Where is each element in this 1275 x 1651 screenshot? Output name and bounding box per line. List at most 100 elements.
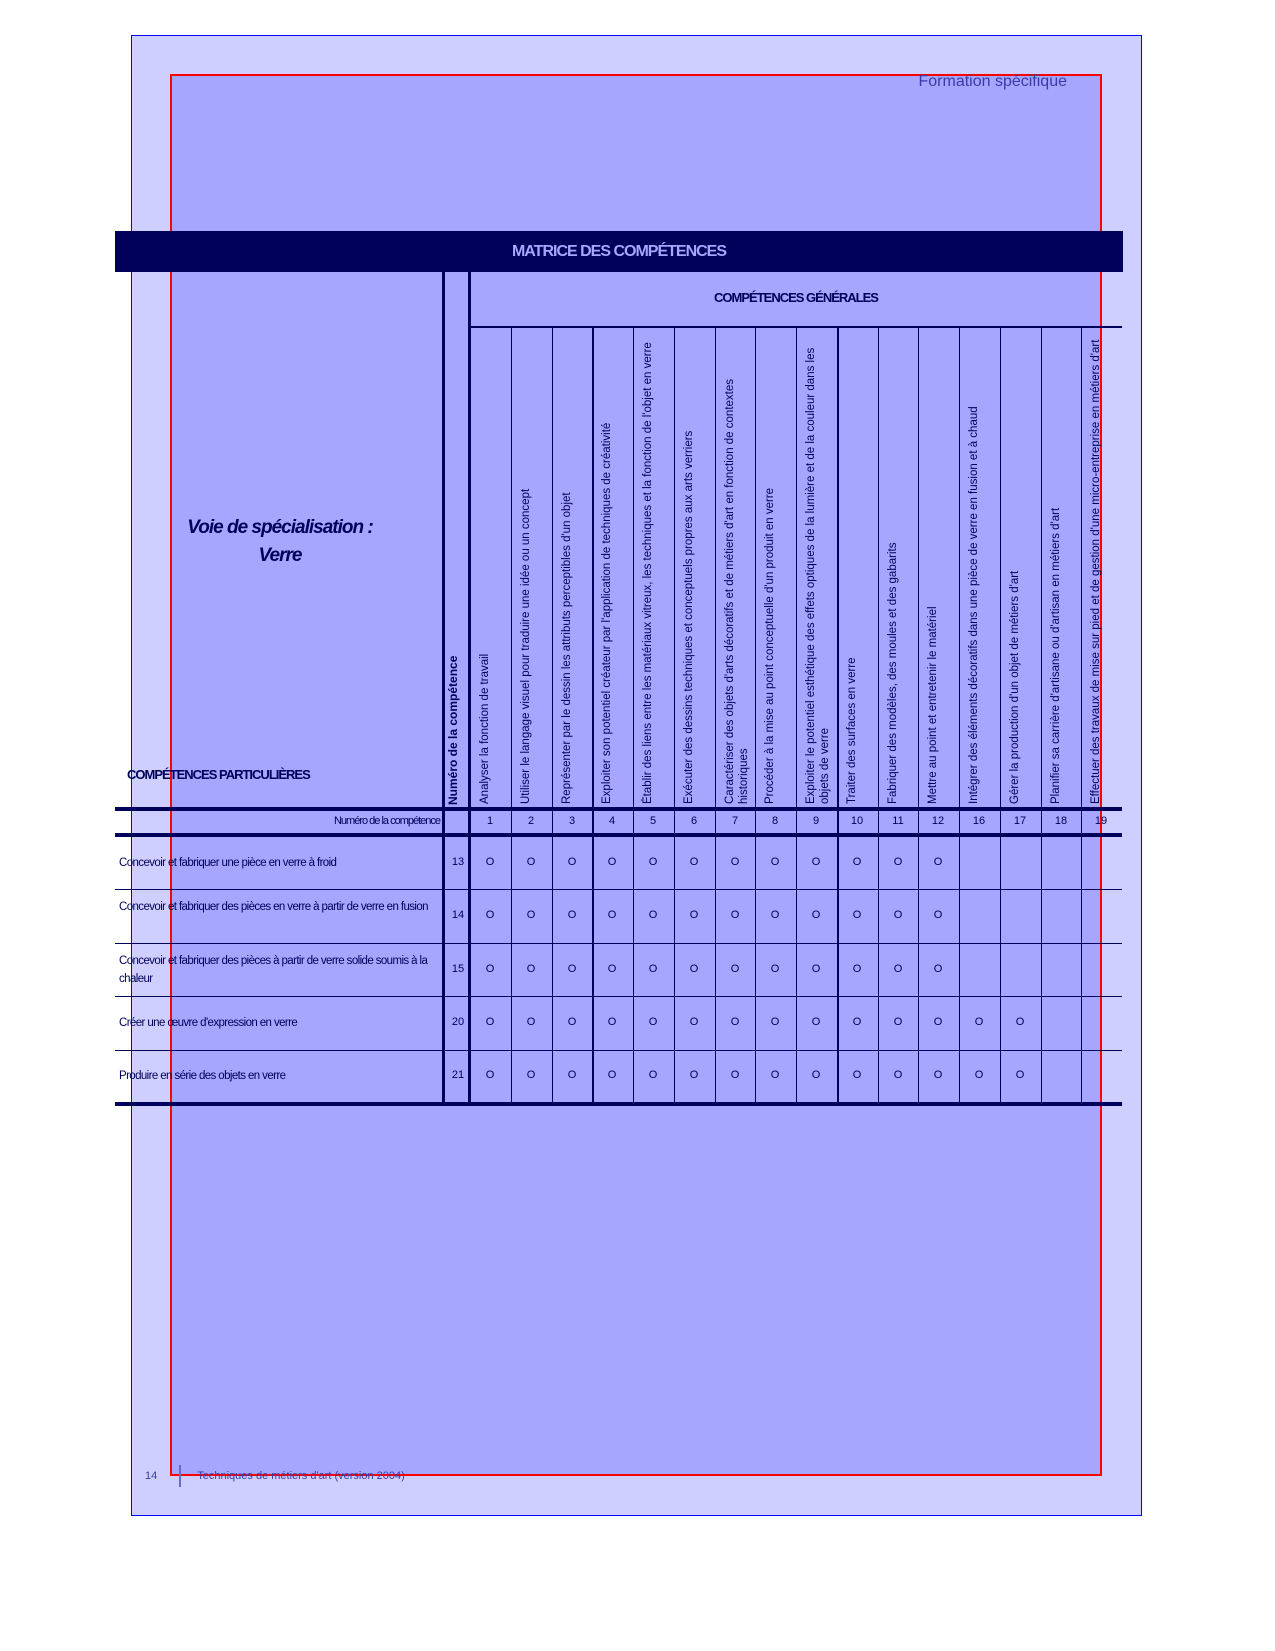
page-footer: 14 Techniques de métiers d'art (version 2… (145, 1465, 405, 1487)
competency-mark: O (730, 962, 740, 975)
column-header: Mettre au point et entretenir le matérie… (927, 606, 939, 804)
general-competencies-label: COMPÉTENCES GÉNÉRALES (714, 290, 879, 305)
column-number: 10 (850, 815, 864, 827)
competency-mark: O (689, 1069, 699, 1081)
column-header: Exploiter le potentiel esthétique des ef… (805, 347, 831, 804)
competency-mark: O (689, 962, 699, 975)
competency-mark: O (730, 856, 740, 868)
column-divider (715, 327, 716, 1105)
competency-mark: O (567, 962, 577, 975)
competency-mark: O (607, 1016, 617, 1028)
competency-mark: O (893, 962, 903, 975)
row-label: Concevoir et fabriquer des pièces à part… (119, 954, 428, 985)
row-divider (115, 943, 1122, 944)
column-divider (878, 327, 879, 1105)
column-number: 12 (931, 815, 945, 827)
row-number: 21 (451, 1069, 465, 1081)
footer-title: Techniques de métiers d'art (version 200… (197, 1469, 405, 1482)
voie-value: Verre (258, 545, 303, 566)
competency-mark: O (811, 962, 821, 975)
column-number: 16 (972, 815, 986, 827)
competency-mark: O (567, 856, 577, 868)
competency-mark: O (933, 909, 943, 921)
competency-mark: O (689, 1016, 699, 1028)
competency-mark: O (811, 1016, 821, 1028)
competency-mark: O (770, 1016, 780, 1028)
row-number: 15 (451, 962, 465, 975)
row-divider (115, 996, 1122, 997)
column-header: Exploiter son potentiel créateur par l'a… (601, 422, 613, 804)
competency-mark: O (933, 856, 943, 868)
row-label: Concevoir et fabriquer des pièces en ver… (119, 901, 429, 913)
divider (442, 272, 445, 1105)
column-header: Effectuer des travaux de mise sur pied e… (1090, 339, 1102, 804)
footer-divider (179, 1465, 182, 1487)
competency-mark: O (526, 856, 536, 868)
column-divider (1081, 327, 1082, 1105)
competency-mark: O (811, 909, 821, 921)
competency-mark: O (648, 856, 658, 868)
column-divider (1041, 327, 1042, 1105)
competency-mark: O (648, 909, 658, 921)
competency-mark: O (893, 909, 903, 921)
competency-mark: O (526, 1016, 536, 1028)
column-header: Représenter par le dessin les attributs … (561, 492, 573, 804)
column-divider (511, 327, 512, 1105)
column-number: 6 (690, 815, 698, 827)
column-number: 5 (649, 815, 657, 827)
column-divider (633, 327, 634, 1105)
competency-mark: O (648, 1016, 658, 1028)
column-number: 7 (731, 815, 739, 827)
row-label: Produire en série des objets en verre (119, 1070, 286, 1082)
competency-mark: O (607, 962, 617, 975)
competency-mark: O (607, 909, 617, 921)
column-header: Intégrer des éléments décoratifs dans un… (968, 406, 980, 804)
row-label: Concevoir et fabriquer une pièce en verr… (119, 857, 337, 869)
row-label: Créer une œuvre d'expression en verre (119, 1017, 298, 1029)
competency-mark: O (648, 962, 658, 975)
column-header: Analyser la fonction de travail (479, 653, 491, 804)
competency-mark: O (893, 856, 903, 868)
competency-mark: O (607, 856, 617, 868)
competency-mark: O (974, 1069, 984, 1081)
column-divider (674, 327, 675, 1105)
competency-mark: O (607, 1069, 617, 1081)
column-number: 19 (1094, 815, 1108, 827)
specialization-label: Voie de spécialisation : Verre (170, 514, 390, 570)
competency-mark: O (893, 1016, 903, 1028)
competency-mark: O (526, 909, 536, 921)
competency-mark: O (811, 856, 821, 868)
divider (115, 833, 1122, 837)
competency-mark: O (730, 1069, 740, 1081)
column-divider (1000, 327, 1001, 1105)
column-header: Traiter des surfaces en verre (846, 657, 858, 804)
competency-mark: O (1015, 1016, 1025, 1028)
column-divider (755, 327, 756, 1105)
competency-mark: O (526, 962, 536, 975)
competency-mark: O (648, 1069, 658, 1081)
competency-mark: O (485, 856, 495, 868)
competency-mark: O (770, 856, 780, 868)
divider (468, 272, 471, 1105)
competency-mark: O (770, 962, 780, 975)
competency-mark: O (852, 909, 862, 921)
competency-mark: O (485, 1069, 495, 1081)
divider (115, 807, 1122, 811)
row-divider (115, 889, 1122, 890)
competency-mark: O (485, 1016, 495, 1028)
competency-mark: O (933, 1069, 943, 1081)
matrix-title: MATRICE DES COMPÉTENCES (115, 231, 1123, 272)
competency-mark: O (526, 1069, 536, 1081)
column-number: 17 (1013, 815, 1027, 827)
column-number: 1 (486, 815, 494, 827)
column-divider (918, 327, 919, 1105)
competency-mark: O (893, 1069, 903, 1081)
column-divider (959, 327, 960, 1105)
particular-competencies-label: COMPÉTENCES PARTICULIÈRES (127, 767, 311, 782)
row-number: 13 (451, 856, 465, 868)
competency-mark: O (485, 962, 495, 975)
page-content-area (170, 74, 1102, 1476)
competency-mark: O (974, 1016, 984, 1028)
column-header: Planifier sa carrière d'artisane ou d'ar… (1050, 507, 1062, 804)
section-title: Formation spécifique (918, 73, 1067, 90)
